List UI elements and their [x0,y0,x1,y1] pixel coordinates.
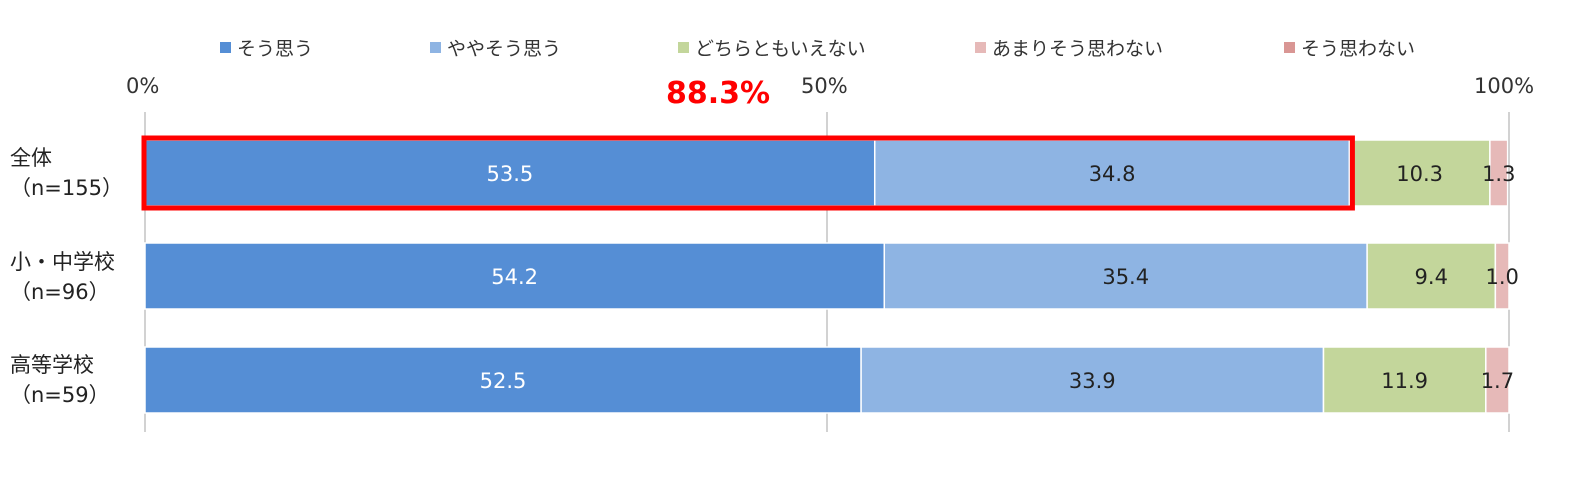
x-tick-label-0: 0% [126,74,159,98]
category-label-0: 全体 （n=155） [10,143,123,203]
data-label-2-2: 11.9 [1381,369,1428,393]
data-label-1-1: 35.4 [1102,265,1149,289]
legend-item-4: そう思わない [1284,34,1415,60]
legend-swatch-2 [678,42,689,53]
category-label-line-1-1: （n=96） [10,277,115,307]
data-label-0-3: 1.3 [1482,162,1515,186]
category-label-line-0-1: （n=155） [10,173,123,203]
data-label-0-1: 34.8 [1089,162,1136,186]
data-label-0-2: 10.3 [1396,162,1443,186]
legend-item-1: ややそう思う [430,34,561,60]
legend-item-2: どちらともいえない [678,34,866,60]
category-label-line-2-1: （n=59） [10,380,110,410]
data-label-2-0: 52.5 [480,369,527,393]
category-label-line-0-0: 全体 [10,143,123,173]
legend-swatch-3 [975,42,986,53]
legend-swatch-1 [430,42,441,53]
data-label-2-1: 33.9 [1069,369,1116,393]
legend-item-0: そう思う [220,34,313,60]
legend-item-3: あまりそう思わない [975,34,1163,60]
category-label-1: 小・中学校 （n=96） [10,247,115,307]
legend-label-1: ややそう思う [447,34,561,61]
data-label-1-3: 1.0 [1485,265,1518,289]
x-tick-label-2: 100% [1474,74,1534,98]
data-label-2-3: 1.7 [1481,369,1514,393]
highlight-annotation-label: 88.3% [666,76,770,111]
category-label-line-2-0: 高等学校 [10,350,110,380]
legend-label-2: どちらともいえない [695,34,866,61]
legend-swatch-0 [220,42,231,53]
legend-swatch-4 [1284,42,1295,53]
category-label-line-1-0: 小・中学校 [10,247,115,277]
legend-label-4: そう思わない [1301,34,1415,61]
data-label-1-0: 54.2 [491,265,538,289]
category-label-2: 高等学校 （n=59） [10,350,110,410]
x-tick-label-1: 50% [801,74,848,98]
legend-label-0: そう思う [237,34,313,61]
data-label-1-2: 9.4 [1415,265,1448,289]
legend-label-3: あまりそう思わない [992,34,1163,61]
data-label-0-0: 53.5 [486,162,533,186]
